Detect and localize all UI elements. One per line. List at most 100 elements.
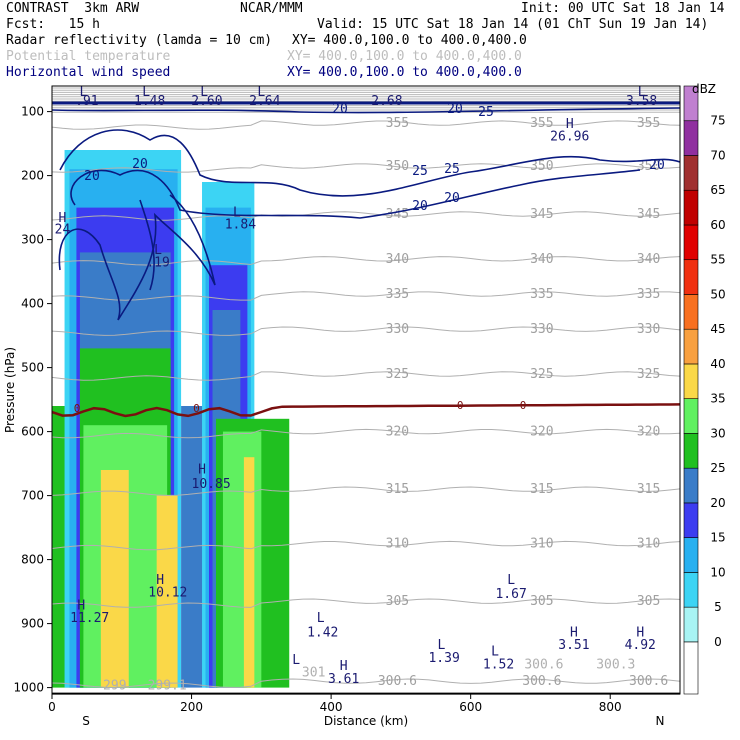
colorbar-swatch-4	[683, 502, 699, 538]
theta-label-310-0: 310	[386, 537, 409, 552]
annotation-34: 1.39	[428, 651, 459, 666]
colorbar-label-50: 50	[710, 287, 725, 301]
annotation-29: H	[570, 625, 578, 640]
axes: 1002003004005006007008009001000Pressure …	[3, 85, 681, 728]
theta-label-335-1: 335	[530, 287, 553, 302]
colorbar-label-40: 40	[710, 357, 725, 371]
init-time: Init: 00 UTC Sat 18 Jan 14	[521, 1, 725, 16]
annotation-37: L	[292, 653, 300, 668]
reflectivity-column-7	[100, 470, 129, 688]
wind-contour-label-5: 25	[444, 162, 460, 177]
x-tick-label-400: 400	[320, 700, 343, 714]
theta-line-350	[52, 163, 680, 173]
theta-label-300.6-2: 300.6	[629, 674, 668, 689]
colorbar-unit: dBZ	[692, 82, 716, 96]
freezing-level-label-3: 0	[520, 399, 527, 412]
theta-line-325	[52, 371, 680, 381]
colorbar-swatch-12	[683, 224, 699, 261]
annotation-42: 301	[302, 666, 325, 681]
theta-label-330-0: 330	[386, 322, 409, 337]
colorbar-label-15: 15	[710, 531, 725, 545]
colorbar-label-5: 5	[714, 600, 722, 614]
annotation-4: L	[200, 85, 208, 100]
annotation-33: L	[437, 638, 445, 653]
field-xy-theta: XY= 400.0,100.0 to 400.0,400.0	[287, 49, 522, 64]
x-tick-label-600: 600	[459, 700, 482, 714]
x-tick-label-200: 200	[180, 700, 203, 714]
colorbar-swatch-10	[683, 294, 699, 330]
theta-label-325-0: 325	[386, 367, 409, 382]
annotation-17: L	[154, 243, 162, 258]
annotation-10: 3.58	[626, 94, 657, 109]
colorbar-label-60: 60	[710, 218, 725, 232]
center-title: NCAR/MMM	[240, 1, 303, 16]
annotation-36: 1.52	[483, 657, 514, 672]
plot-area: 355 355 355 350 350 350 345 345 345 340 340 340 335 3…	[52, 85, 680, 693]
annotation-24: 1.67	[495, 587, 526, 602]
colorbar-swatch-0	[683, 641, 699, 695]
colorbar-label-20: 20	[710, 496, 725, 510]
field-xy-reflectivity: XY= 400.0,100.0 to 400.0,400.0	[292, 33, 527, 48]
annotation-39: 3.61	[328, 672, 359, 687]
theta-label-350-0: 350	[386, 159, 409, 174]
theta-label-320-0: 320	[386, 425, 409, 440]
y-tick-label-500: 500	[21, 361, 44, 375]
y-tick-label-900: 900	[21, 617, 44, 631]
wind-contour-2	[70, 169, 641, 219]
annotation-28: 1.42	[307, 625, 338, 640]
annotation-30: 3.51	[558, 638, 589, 653]
colorbar-label-65: 65	[710, 183, 725, 197]
x-end-label-right: N	[656, 714, 665, 728]
annotation-11: H	[566, 117, 574, 132]
annotation-2: L	[142, 85, 150, 100]
wind-contour-label-3: 20	[447, 102, 463, 117]
theta-line-330	[52, 326, 680, 336]
theta-label-310-1: 310	[530, 537, 553, 552]
annotation-18: .19	[146, 255, 169, 270]
annotation-15: L	[233, 205, 241, 220]
theta-label-355-0: 355	[386, 116, 409, 131]
wind-contour-label-1: 20	[132, 157, 148, 172]
theta-label-340-1: 340	[530, 252, 553, 267]
annotation-23: L	[507, 573, 515, 588]
theta-label-345-2: 345	[637, 207, 660, 222]
annotation-26: 11.27	[70, 611, 109, 626]
colorbar-swatch-14	[683, 155, 699, 191]
x-tick-label-0: 0	[48, 700, 56, 714]
y-tick-label-800: 800	[21, 553, 44, 567]
theta-label-340-2: 340	[637, 252, 660, 267]
y-tick-label-200: 200	[21, 169, 44, 183]
colorbar-swatch-7	[683, 398, 699, 434]
theta-label-305-1: 305	[530, 594, 553, 609]
colorbar-swatch-2	[683, 572, 699, 608]
reflectivity-column-15	[222, 431, 262, 688]
y-axis-label: Pressure (hPa)	[3, 347, 17, 433]
theta-label-315-2: 315	[637, 482, 660, 497]
freezing-level-line	[52, 403, 680, 418]
theta-label-330-1: 330	[530, 322, 553, 337]
theta-label-350-1: 350	[530, 159, 553, 174]
y-tick-label-100: 100	[21, 105, 44, 119]
colorbar-label-0: 0	[714, 635, 722, 649]
x-tick-label-800: 800	[599, 700, 622, 714]
colorbar-label-30: 30	[710, 426, 725, 440]
colorbar: 0 5 10 15 20 25 30 35 40 45 50 55 60 65 70 75 dBZ	[683, 82, 726, 695]
wind-contour-label-7: 20	[412, 199, 428, 214]
freezing-level-label-0: 0	[74, 402, 81, 415]
field-name-wind: Horizontal wind speed	[6, 65, 171, 80]
annotation-25: H	[77, 598, 85, 613]
theta-label-300.6-0: 300.6	[378, 674, 417, 689]
y-tick-label-300: 300	[21, 233, 44, 247]
theta-label-340-0: 340	[386, 252, 409, 267]
theta-line-335	[52, 291, 680, 301]
theta-line-300.6	[52, 678, 680, 688]
theta-label-315-1: 315	[530, 482, 553, 497]
annotation-12: 26.96	[550, 129, 589, 144]
theta-label-350-2: 350	[637, 159, 660, 174]
theta-line-305	[52, 598, 680, 608]
field-name-reflectivity: Radar reflectivity (lamda = 10 cm)	[6, 33, 273, 48]
theta-line-345	[52, 211, 680, 221]
theta-line-320	[52, 428, 680, 439]
annotation-38: H	[340, 659, 348, 674]
y-tick-label-1000: 1000	[13, 681, 44, 695]
